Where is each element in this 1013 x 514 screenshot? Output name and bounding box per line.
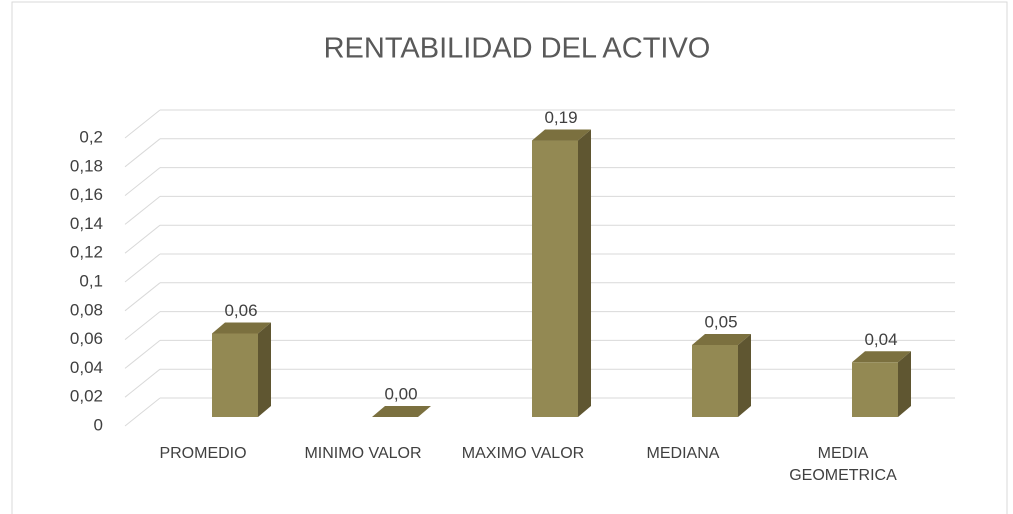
bar-side: [258, 322, 271, 417]
data-label: 0,06: [224, 301, 257, 320]
y-tick-label: 0,04: [70, 358, 103, 377]
bar: [852, 362, 898, 417]
bar-side: [898, 351, 911, 417]
grid-line-depth: [124, 138, 161, 168]
y-tick-label: 0,12: [70, 243, 103, 262]
data-label: 0,19: [544, 108, 577, 127]
y-tick-label: 0: [94, 415, 103, 434]
chart-border: [11, 1, 1008, 514]
x-tick-label: PROMEDIO: [159, 445, 247, 462]
bar: [212, 333, 258, 417]
x-tick-label: MEDIANA: [646, 445, 720, 462]
y-tick-label: 0,14: [70, 214, 103, 233]
y-tick-label: 0,02: [70, 387, 103, 406]
data-label: 0,04: [864, 330, 897, 349]
y-tick-label: 0,1: [79, 271, 103, 290]
x-tick-label: MAXIMO VALOR: [461, 445, 585, 462]
bar-top: [852, 351, 911, 363]
bar-top: [212, 322, 271, 334]
grid-line-depth: [124, 253, 161, 283]
data-label: 0,00: [384, 384, 417, 403]
grid-line-depth: [124, 167, 161, 196]
bar: [532, 140, 578, 417]
bar-side: [738, 334, 751, 417]
bar-top: [692, 334, 751, 345]
bar-top: [372, 406, 431, 417]
y-tick-label: 0,08: [70, 300, 103, 319]
y-tick-label: 0,2: [79, 127, 103, 146]
bar-top: [532, 129, 591, 141]
grid-line-depth: [124, 282, 161, 312]
grid-line-depth: [124, 368, 161, 398]
grid-line-depth: [124, 397, 161, 427]
grid-line-depth: [124, 311, 161, 340]
y-tick-label: 0,06: [70, 329, 103, 348]
data-label: 0,05: [704, 312, 737, 331]
x-tick-label: MEDIA GEOMETRICA: [789, 445, 897, 484]
grid-line-depth: [124, 196, 161, 225]
grid-line-depth: [124, 340, 161, 369]
y-tick-label: 0,16: [70, 185, 103, 204]
y-tick-label: 0,18: [70, 156, 103, 175]
x-tick-label: MINIMO VALOR: [304, 445, 422, 462]
chart-title: RENTABILIDAD DEL ACTIVO: [324, 33, 711, 65]
bar-side: [578, 129, 591, 417]
bar: [692, 345, 738, 417]
grid-line-depth: [124, 109, 161, 139]
grid-line-depth: [124, 224, 161, 254]
